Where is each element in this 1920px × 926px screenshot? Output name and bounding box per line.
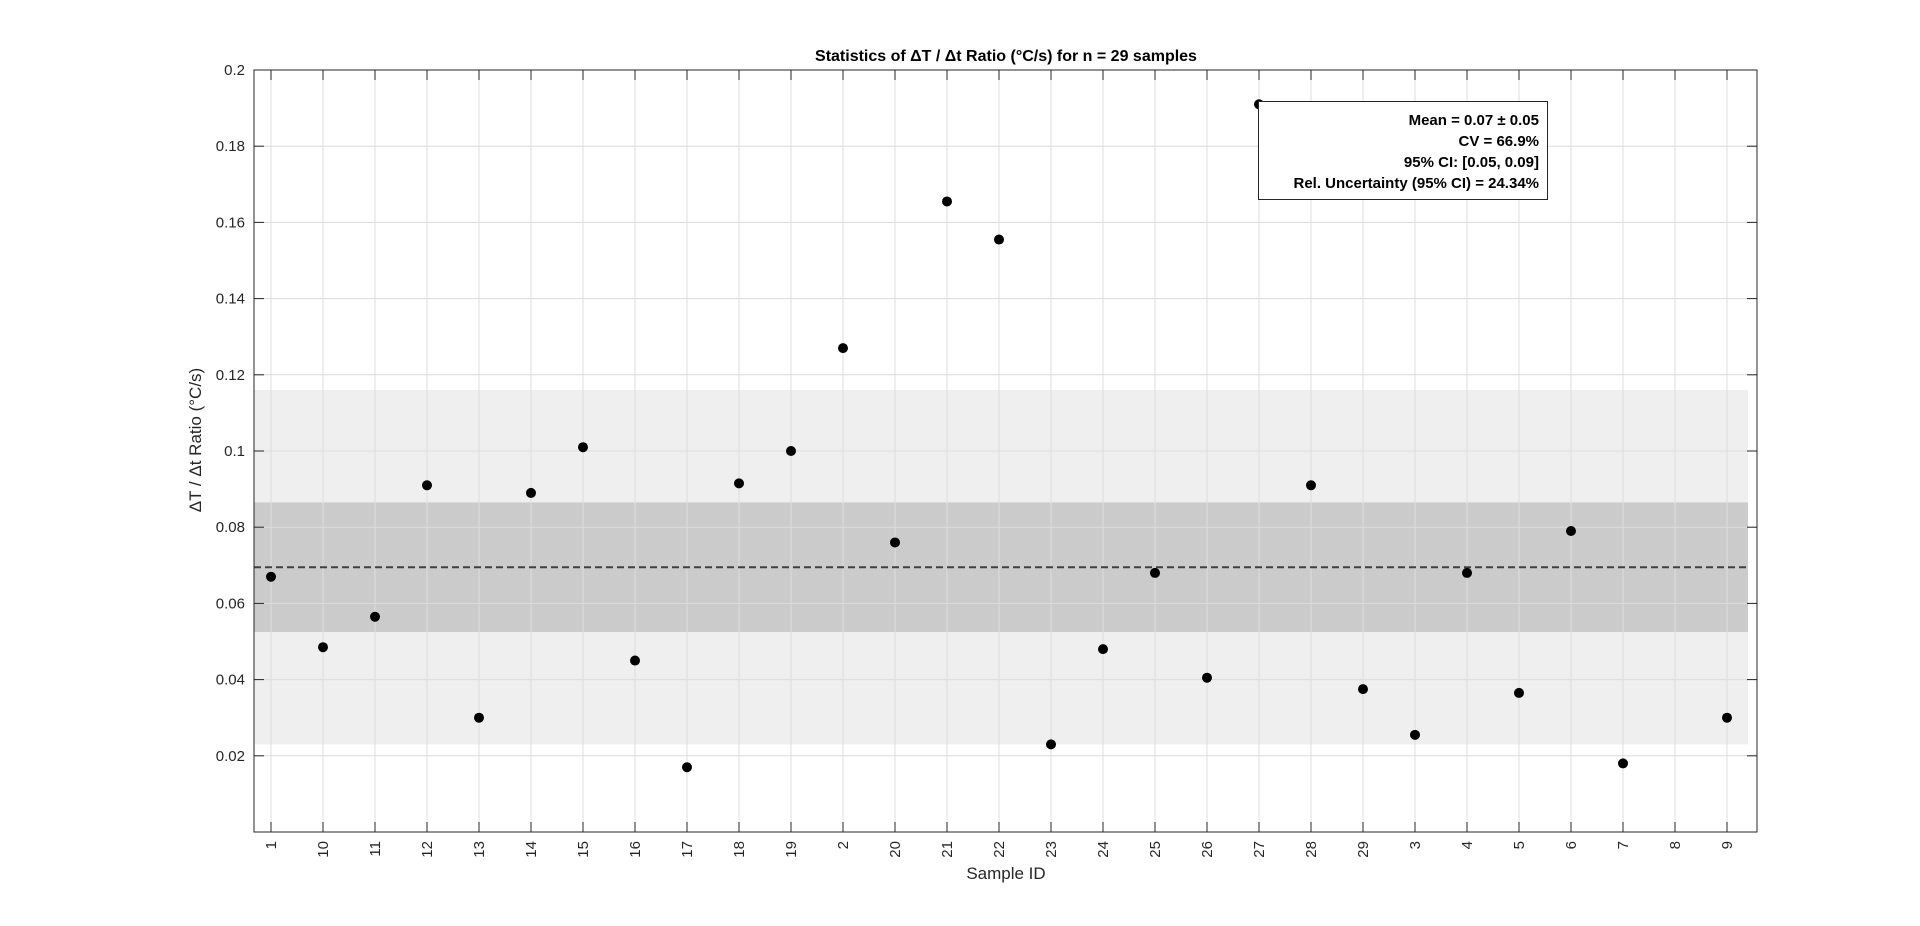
x-tick-label: 6 — [1563, 841, 1580, 849]
x-tick-label: 14 — [523, 841, 540, 858]
data-point-25 — [1150, 567, 1160, 578]
y-tick-label: 0.12 — [216, 367, 245, 384]
x-tick-label: 9 — [1719, 841, 1736, 849]
data-point-18 — [734, 478, 744, 489]
data-point-16 — [630, 655, 640, 666]
x-tick-label: 12 — [419, 841, 436, 858]
x-tick-label: 3 — [1407, 841, 1424, 849]
x-tick-label: 1 — [263, 841, 280, 849]
x-tick-label: 5 — [1511, 841, 1528, 849]
data-point-21 — [942, 196, 952, 207]
data-point-22 — [994, 234, 1004, 245]
x-tick-label: 23 — [1043, 841, 1060, 858]
y-tick-label: 0.2 — [224, 62, 245, 79]
x-tick-label: 17 — [679, 841, 696, 858]
stats-mean: Mean = 0.07 ± 0.05 — [1408, 112, 1539, 129]
data-point-26 — [1202, 672, 1212, 683]
stats-cv: CV = 66.9% — [1458, 133, 1539, 150]
data-point-6 — [1566, 526, 1576, 537]
x-axis-title: Sample ID — [966, 864, 1045, 883]
x-tick-label: 19 — [783, 841, 800, 858]
x-tick-label: 20 — [887, 841, 904, 858]
data-point-20 — [890, 537, 900, 548]
x-tick-label: 11 — [367, 841, 384, 857]
x-tick-label: 18 — [731, 841, 748, 858]
data-point-23 — [1046, 739, 1056, 750]
stats-rel-uncertainty: Rel. Uncertainty (95% CI) = 24.34% — [1293, 175, 1539, 192]
data-point-9 — [1722, 712, 1732, 723]
x-tick-label: 21 — [939, 841, 956, 858]
x-tick-label: 8 — [1667, 841, 1684, 849]
stats-ci: 95% CI: [0.05, 0.09] — [1403, 154, 1539, 171]
x-tick-label: 4 — [1459, 841, 1476, 849]
data-point-12 — [422, 480, 432, 491]
data-point-13 — [474, 712, 484, 723]
x-tick-label: 15 — [575, 841, 592, 858]
y-tick-label: 0.1 — [224, 443, 245, 460]
x-tick-label: 13 — [471, 841, 488, 858]
data-point-10 — [318, 642, 328, 653]
data-point-19 — [786, 446, 796, 456]
y-tick-label: 0.18 — [216, 138, 245, 155]
data-point-2 — [838, 343, 848, 354]
x-tick-label: 16 — [627, 841, 644, 858]
x-tick-label: 10 — [315, 841, 332, 858]
data-point-17 — [682, 762, 692, 773]
x-tick-label: 28 — [1303, 841, 1320, 858]
chart-title: Statistics of ΔT / Δt Ratio (°C/s) for n… — [815, 48, 1197, 65]
data-point-28 — [1306, 480, 1316, 491]
x-tick-label: 25 — [1147, 841, 1164, 858]
data-point-7 — [1618, 758, 1628, 769]
x-tick-label: 27 — [1251, 841, 1268, 858]
data-point-4 — [1462, 567, 1472, 578]
y-tick-label: 0.06 — [216, 595, 245, 612]
y-tick-label: 0.14 — [216, 291, 245, 308]
data-point-15 — [578, 442, 588, 453]
data-point-29 — [1358, 684, 1368, 695]
data-point-3 — [1410, 729, 1420, 740]
y-tick-label: 0.02 — [216, 748, 245, 765]
data-point-11 — [370, 611, 380, 622]
stats-annotation-box: Mean = 0.07 ± 0.05 CV = 66.9% 95% CI: [0… — [1258, 101, 1548, 200]
x-tick-label: 2 — [835, 841, 852, 849]
x-tick-label: 29 — [1355, 841, 1372, 858]
x-tick-label: 7 — [1615, 841, 1632, 849]
y-tick-label: 0.16 — [216, 214, 245, 231]
x-tick-label: 24 — [1095, 841, 1112, 858]
x-tick-label: 22 — [991, 841, 1008, 858]
x-tick-label: 26 — [1199, 841, 1216, 858]
data-point-14 — [526, 487, 536, 498]
y-tick-label: 0.04 — [216, 672, 245, 689]
data-point-24 — [1098, 644, 1108, 655]
data-point-5 — [1514, 687, 1524, 698]
data-point-1 — [266, 571, 276, 582]
y-axis-title: ΔT / Δt Ratio (°C/s) — [186, 368, 205, 512]
y-tick-label: 0.08 — [216, 519, 245, 536]
